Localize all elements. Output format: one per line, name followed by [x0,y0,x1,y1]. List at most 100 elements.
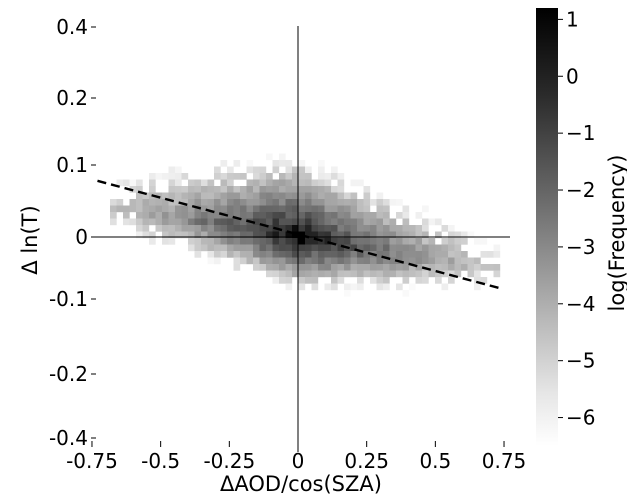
heatmap-cell [448,257,455,265]
heatmap-cell [227,192,234,200]
heatmap-cell [227,225,234,232]
heatmap-cell [207,225,215,232]
heatmap-cell [279,244,286,252]
x-tick-label: -0.75 [66,449,118,473]
heatmap-cell [415,264,423,271]
heatmap-cell [311,199,319,206]
heatmap-cell [266,231,273,239]
heatmap-cell [292,218,299,226]
heatmap-cell [305,231,312,239]
heatmap-cell [214,192,221,200]
heatmap-cell [435,257,442,265]
heatmap-cell [324,199,332,206]
heatmap-cell [188,244,195,252]
heatmap-cell [363,231,371,239]
heatmap-cell [266,218,273,226]
heatmap-cell [454,264,462,271]
heatmap-cell [383,251,390,258]
heatmap-cell [350,225,358,232]
heatmap-cell [298,212,306,219]
heatmap-cell [272,205,280,213]
heatmap-cell [227,218,234,226]
heatmap-cell [422,270,429,278]
heatmap-cell [357,270,364,278]
heatmap-cell [233,186,241,193]
heatmap-cell [292,244,299,252]
heatmap-cell [188,186,195,193]
heatmap-cell [337,179,345,187]
heatmap-cell [207,192,215,200]
heatmap-cell [311,186,319,193]
heatmap-cell [298,179,306,187]
heatmap-cell [331,251,338,258]
heatmap-cell [253,212,260,219]
heatmap-cell [233,160,241,167]
y-tick-label: 0.1 [56,153,88,177]
heatmap-cell [259,218,267,226]
heatmap-cell [175,179,182,187]
heatmap-cell [259,166,267,174]
heatmap-cell [266,264,273,271]
heatmap-cell [259,231,267,239]
heatmap-cell [272,218,280,226]
heatmap-cell [337,231,345,239]
heatmap-cell [428,270,436,278]
heatmap-cell [194,186,202,193]
heatmap-cell [305,199,312,206]
heatmap-cell [370,270,377,278]
heatmap-cell [285,244,293,252]
colorbar-tick-label: 1 [566,7,579,31]
heatmap-cell [448,270,455,278]
heatmap-cell [207,257,215,265]
heatmap-cell [344,270,351,278]
heatmap-cell [454,257,462,265]
heatmap-cell [454,251,462,258]
heatmap-cell [279,251,286,258]
heatmap-cell [220,173,228,180]
heatmap-cell [480,277,488,284]
heatmap-cell [350,283,358,291]
heatmap-cell [201,225,208,232]
heatmap-cell [344,290,351,297]
heatmap-cell [207,199,215,206]
heatmap-cell [389,231,397,239]
heatmap-cell [116,205,124,213]
heatmap-cell [337,192,345,200]
heatmap-cell [357,212,364,219]
heatmap-cell [422,205,429,213]
heatmap-cell [318,205,325,213]
heatmap-cell [350,257,358,265]
heatmap-cell [337,218,345,226]
heatmap-cell [344,251,351,258]
heatmap-cell [344,264,351,271]
heatmap-cell [214,173,221,180]
heatmap-cell [402,218,410,226]
heatmap-cell [207,251,215,258]
heatmap-cell [370,257,377,265]
heatmap-cell [162,192,169,200]
heatmap-cell [467,231,475,239]
heatmap-cell [363,212,371,219]
heatmap-cell [357,277,364,284]
heatmap-cell [422,257,429,265]
heatmap-cell [305,166,312,174]
heatmap-cell [474,277,481,284]
heatmap-cell [149,238,156,245]
heatmap-cell [246,225,254,232]
heatmap-cell [454,270,462,278]
heatmap-cell [344,212,351,219]
heatmap-cell [233,264,241,271]
heatmap-cell [363,225,371,232]
heatmap-cell [331,257,338,265]
heatmap-cell [168,238,176,245]
heatmap-cells [110,153,501,297]
heatmap-cell [298,173,306,180]
heatmap-cell [298,283,306,291]
heatmap-cell [311,192,319,200]
heatmap-cell [279,212,286,219]
heatmap-cell [253,244,260,252]
y-tick-label: 0.4 [56,15,88,39]
heatmap-cell [253,257,260,265]
y-axis-ticks: 0.4 0.2 0.1 0 -0.1 -0.2 -0.4 [49,15,96,450]
heatmap-cell [266,179,273,187]
